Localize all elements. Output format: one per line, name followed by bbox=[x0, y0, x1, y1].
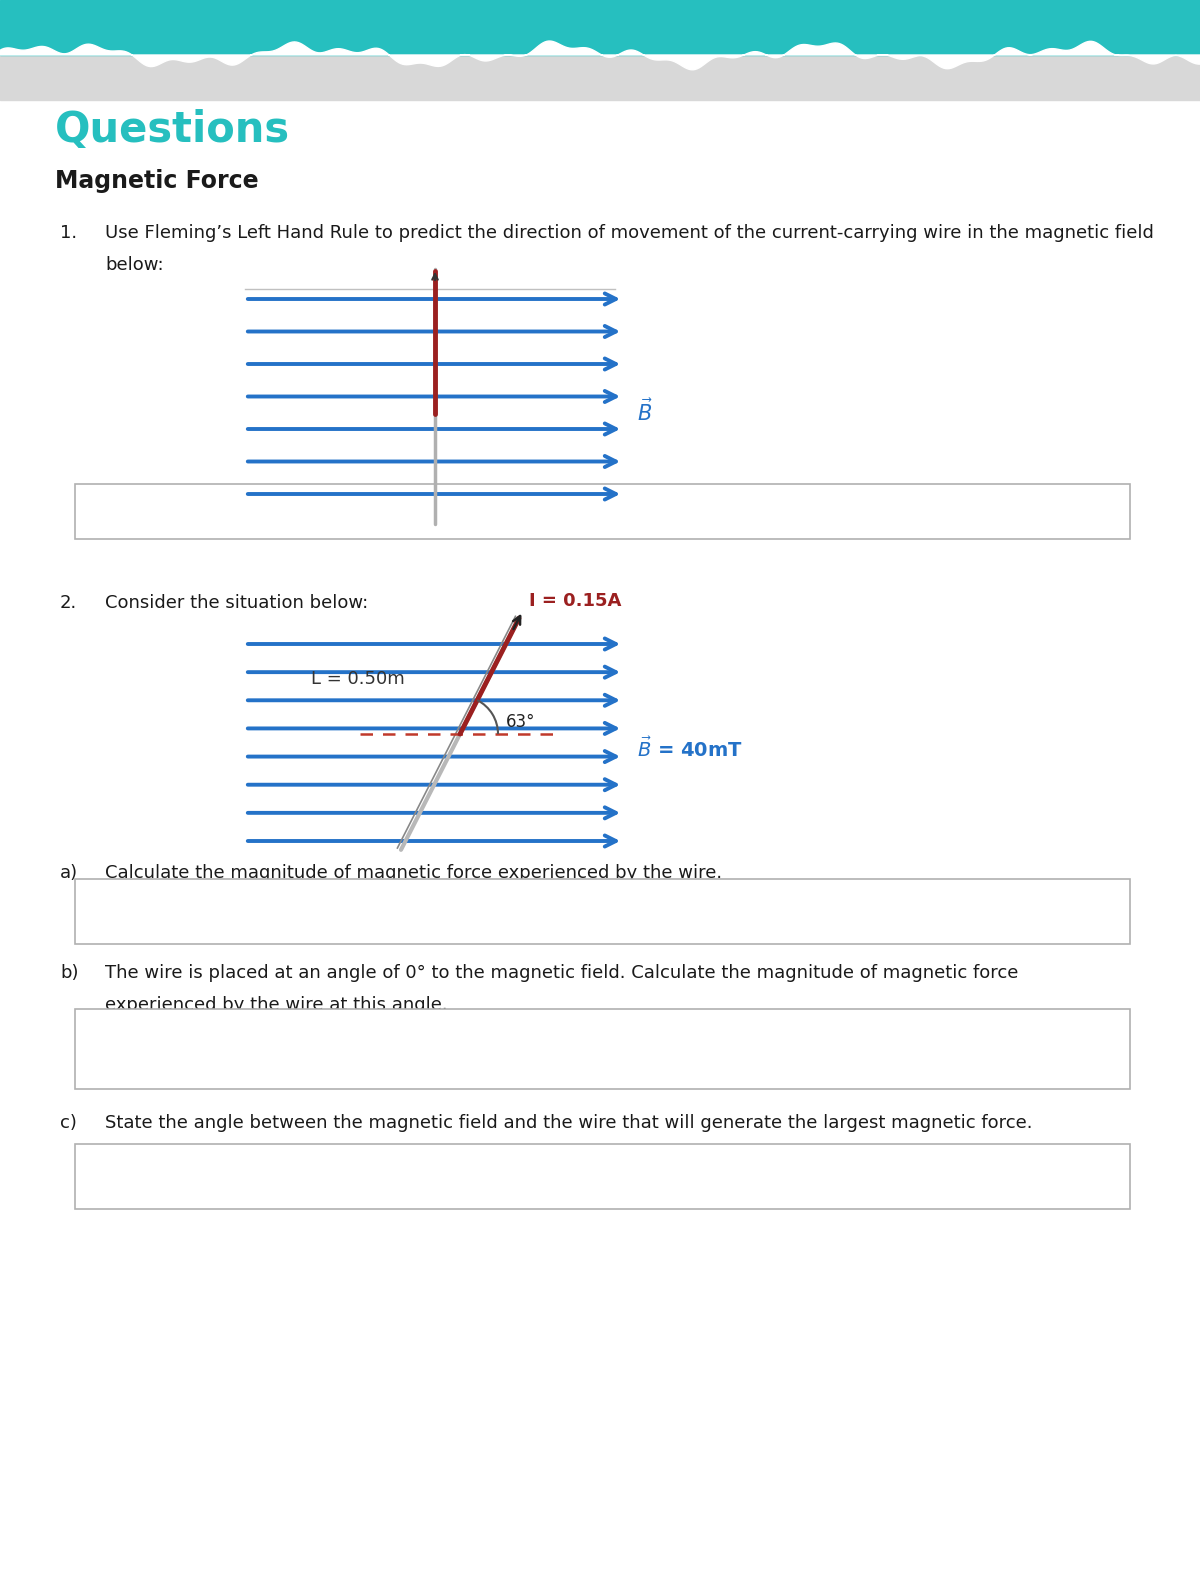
Bar bbox=[0, 0, 1200, 55]
Text: I = 0.15A: I = 0.15A bbox=[529, 592, 622, 610]
Text: The wire is placed at an angle of 0° to the magnetic field. Calculate the magnit: The wire is placed at an angle of 0° to … bbox=[106, 963, 1019, 982]
Text: Calculate the magnitude of magnetic force experienced by the wire.: Calculate the magnitude of magnetic forc… bbox=[106, 865, 722, 882]
Text: L = 0.50m: L = 0.50m bbox=[311, 670, 406, 687]
Text: Use Fleming’s Left Hand Rule to predict the direction of movement of the current: Use Fleming’s Left Hand Rule to predict … bbox=[106, 224, 1154, 242]
Text: a): a) bbox=[60, 865, 78, 882]
FancyBboxPatch shape bbox=[74, 879, 1130, 945]
Text: Magnetic Force: Magnetic Force bbox=[55, 169, 259, 193]
Text: 63°: 63° bbox=[506, 712, 535, 731]
Text: $\vec{B}$ = 40mT: $\vec{B}$ = 40mT bbox=[637, 737, 743, 761]
Text: b): b) bbox=[60, 963, 78, 982]
Text: Questions: Questions bbox=[55, 108, 290, 151]
Text: Consider the situation below:: Consider the situation below: bbox=[106, 595, 368, 612]
FancyBboxPatch shape bbox=[74, 1009, 1130, 1089]
Text: $\vec{B}$: $\vec{B}$ bbox=[637, 399, 653, 425]
Bar bbox=[0, 55, 1200, 100]
Text: c): c) bbox=[60, 1114, 77, 1131]
Text: 2.: 2. bbox=[60, 595, 77, 612]
Text: experienced by the wire at this angle.: experienced by the wire at this angle. bbox=[106, 996, 448, 1014]
Text: below:: below: bbox=[106, 256, 163, 275]
Text: 1.: 1. bbox=[60, 224, 77, 242]
FancyBboxPatch shape bbox=[74, 483, 1130, 540]
Text: State the angle between the magnetic field and the wire that will generate the l: State the angle between the magnetic fie… bbox=[106, 1114, 1032, 1131]
FancyBboxPatch shape bbox=[74, 1144, 1130, 1210]
